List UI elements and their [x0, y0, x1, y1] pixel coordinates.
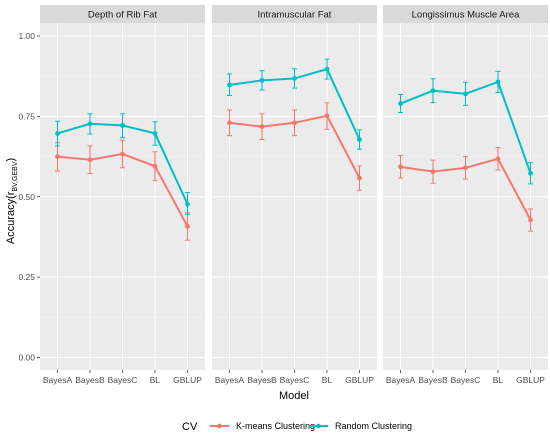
series-random	[227, 58, 362, 150]
panel-3: Longissimus Muscle Area BayesA BayesB Bayes…	[383, 5, 548, 385]
series-kmeans	[398, 147, 533, 232]
data-point	[324, 113, 330, 119]
data-point	[292, 76, 297, 81]
data-point	[495, 156, 501, 162]
x-tick-label: BayesA	[215, 375, 245, 385]
data-point	[528, 217, 533, 223]
data-point	[528, 170, 533, 176]
data-point	[87, 121, 93, 127]
y-axis: 0.00 0.25 0.50 0.75 1.00	[18, 31, 40, 363]
x-tick-label: BayesB	[247, 375, 277, 385]
x-tick-label: BL	[150, 375, 161, 385]
series-random	[398, 70, 533, 185]
data-point	[495, 79, 501, 85]
x-tick-label: BL	[322, 375, 333, 385]
data-point	[259, 124, 265, 130]
data-point	[152, 163, 158, 169]
panel-2: Intramuscular Fat BayesA BayesB BayesC BL GBL…	[212, 5, 377, 385]
y-tick-label: 0.50	[18, 192, 35, 202]
y-axis-title: Accuracy(rBV,GEBV)	[5, 158, 19, 244]
data-point	[357, 175, 362, 181]
data-point	[55, 154, 60, 159]
data-point	[324, 66, 330, 72]
data-point	[430, 88, 436, 94]
x-tick-label: BayesC	[108, 375, 138, 385]
data-point	[430, 169, 436, 175]
x-tick-label: BayesA	[43, 375, 73, 385]
panel-title: Depth of Rib Fat	[88, 10, 158, 21]
data-point	[463, 91, 468, 97]
y-axis-title-subscript: BV,GEBV	[12, 161, 19, 191]
data-point	[152, 131, 158, 136]
legend-kmeans-point	[217, 423, 222, 429]
panel-title: Longissimus Muscle Area	[412, 10, 520, 21]
data-point	[55, 131, 60, 136]
data-point	[87, 157, 93, 163]
x-tick-label: BayesC	[280, 375, 310, 385]
data-point	[463, 165, 468, 171]
legend-item-kmeans: K-means Clustering	[210, 421, 315, 431]
series-random	[55, 113, 190, 215]
data-point	[185, 201, 190, 207]
x-tick-label: GBLUP	[173, 375, 202, 385]
legend-title: CV	[182, 421, 198, 433]
x-tick-label: BayesB	[75, 375, 105, 385]
panel-1: Depth of Rib Fat BayesA BayesB BayesC BL GBLU…	[40, 5, 205, 385]
legend: CV K-means Clustering Random Clustering	[182, 421, 412, 433]
panel-strip	[212, 5, 377, 23]
data-point	[227, 120, 232, 126]
legend-random-label: Random Clustering	[335, 421, 412, 431]
y-tick-label: 0.00	[18, 353, 35, 363]
y-tick-label: 0.25	[18, 272, 35, 282]
panel-strip	[383, 5, 548, 23]
data-point	[185, 223, 190, 229]
panel-strip	[40, 5, 205, 23]
data-point	[398, 101, 403, 106]
panel-title: Intramuscular Fat	[258, 10, 332, 21]
x-tick-label: GBLUP	[516, 375, 545, 385]
data-point	[120, 151, 125, 157]
x-tick-label: BayesC	[451, 375, 481, 385]
legend-item-random: Random Clustering	[309, 421, 412, 431]
x-tick-label: BL	[493, 375, 504, 385]
legend-kmeans-label: K-means Clustering	[236, 421, 315, 431]
y-tick-label: 1.00	[18, 31, 35, 41]
x-axis-title: Model	[279, 390, 309, 402]
x-tick-label: BayesA	[386, 375, 416, 385]
series-kmeans	[227, 102, 362, 191]
data-point	[120, 122, 125, 128]
data-point	[227, 82, 232, 88]
data-point	[398, 164, 403, 170]
y-tick-label: 0.75	[18, 111, 35, 121]
x-tick-label: BayesB	[418, 375, 448, 385]
x-tick-label: GBLUP	[345, 375, 374, 385]
data-point	[292, 120, 297, 126]
data-point	[259, 77, 265, 83]
data-point	[357, 137, 362, 142]
legend-random-point	[316, 423, 321, 429]
